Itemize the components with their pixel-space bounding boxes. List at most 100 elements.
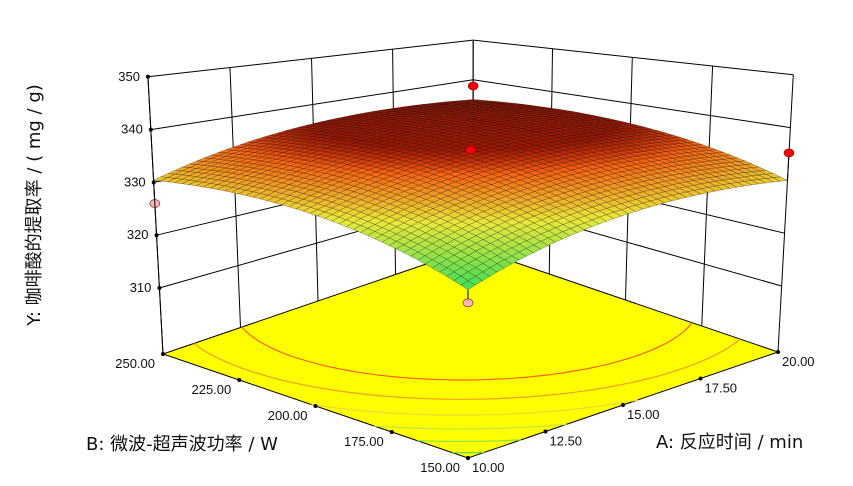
surface-cell: [389, 206, 405, 214]
surface-cell: [635, 158, 653, 164]
surface-cell: [404, 158, 421, 164]
surface-cell: [594, 116, 609, 120]
surface-cell: [519, 172, 536, 179]
surface-cell: [599, 185, 616, 192]
surface-cell: [371, 113, 386, 117]
surface-cell: [454, 159, 472, 165]
surface-cell: [425, 164, 442, 170]
surface-cell: [537, 110, 552, 113]
surface-cell: [613, 181, 630, 188]
surface-cell: [303, 161, 320, 166]
surface-cell: [540, 210, 557, 218]
surface-cell: [541, 175, 558, 182]
surface-cell: [630, 127, 645, 131]
surface-cell: [556, 158, 573, 164]
surface-cell: [274, 160, 291, 165]
surface-cell: [548, 173, 565, 180]
surface-cell: [377, 134, 392, 138]
surface-cell: [722, 162, 739, 167]
surface-cell: [525, 244, 542, 253]
surface-cell: [657, 186, 673, 192]
wall-gridline: [150, 79, 791, 131]
surface-cell: [592, 150, 610, 156]
surface-cell: [262, 135, 277, 139]
contour-line: [417, 439, 521, 442]
surface-cell: [579, 120, 595, 123]
surface-cell: [283, 146, 298, 151]
surface-cell: [460, 280, 476, 290]
surface-cell: [565, 135, 580, 139]
surface-cell: [360, 214, 376, 222]
surface-cell: [436, 103, 452, 105]
surface-cell: [362, 138, 378, 143]
surface-cell: [591, 204, 608, 212]
surface-cell: [577, 191, 594, 198]
surface-cell: [587, 117, 602, 120]
surface-cell: [650, 168, 667, 174]
surface-cell: [693, 188, 709, 195]
surface-cell: [651, 145, 667, 150]
surface-cell: [722, 183, 738, 189]
surface-cell: [615, 131, 631, 135]
surface-cell: [512, 185, 529, 192]
a-tick-label: 20.00: [782, 354, 815, 369]
surface-cell: [562, 196, 579, 203]
surface-cell: [533, 219, 550, 228]
surface-cell: [520, 146, 537, 151]
b-tick-label: 200.00: [268, 408, 308, 423]
surface-cell: [593, 147, 609, 152]
surface-cell: [326, 130, 342, 134]
surface-cell: [650, 160, 667, 165]
surface-cell: [569, 205, 586, 213]
surface-cell: [592, 181, 609, 188]
surface-cell: [686, 162, 703, 168]
surface-cell: [376, 140, 392, 145]
surface-cell: [544, 111, 559, 114]
surface-cell: [534, 155, 551, 160]
surface-cell: [627, 199, 644, 206]
surface-cell: [586, 134, 602, 139]
surface-cell: [333, 143, 348, 148]
surface-cell: [757, 178, 774, 184]
surface-cell: [585, 164, 602, 170]
surface-cell: [333, 140, 349, 145]
b-tick-label: 250.00: [115, 356, 155, 371]
surface-cell: [558, 115, 573, 119]
surface-cell: [238, 175, 255, 181]
surface-cell: [476, 176, 493, 183]
surface-cell: [514, 125, 530, 129]
surface-cell: [288, 154, 306, 160]
surface-cell: [166, 173, 184, 179]
surface-cell: [320, 124, 335, 128]
surface-cell: [503, 255, 520, 265]
surface-cell: [608, 144, 623, 149]
surface-cell: [534, 159, 551, 165]
surface-cell: [449, 126, 465, 130]
surface-cell: [534, 178, 551, 184]
surface-cell: [519, 188, 536, 195]
surface-cell: [436, 105, 451, 108]
surface-cell: [606, 205, 622, 213]
surface-cell: [522, 119, 537, 123]
surface-cell: [570, 155, 588, 160]
surface-cell: [543, 142, 558, 147]
surface-cell: [606, 173, 623, 179]
surface-cell: [460, 263, 476, 273]
contour-line: [311, 399, 638, 416]
surface-cell: [526, 197, 543, 204]
surface-cell: [453, 235, 470, 244]
surface-cell: [461, 181, 478, 188]
b-tick-label: 175.00: [344, 434, 384, 449]
surface-cell: [514, 141, 529, 146]
wall-gridline: [147, 39, 794, 78]
surface-cell: [637, 137, 652, 142]
surface-cell: [196, 157, 212, 162]
surface-cell: [245, 155, 262, 161]
surface-cell: [651, 148, 666, 153]
surface-cell: [389, 168, 406, 174]
surface-cell: [520, 154, 537, 160]
surface-cell: [628, 177, 645, 184]
surface-cell: [527, 175, 544, 181]
surface-cell: [679, 159, 696, 165]
